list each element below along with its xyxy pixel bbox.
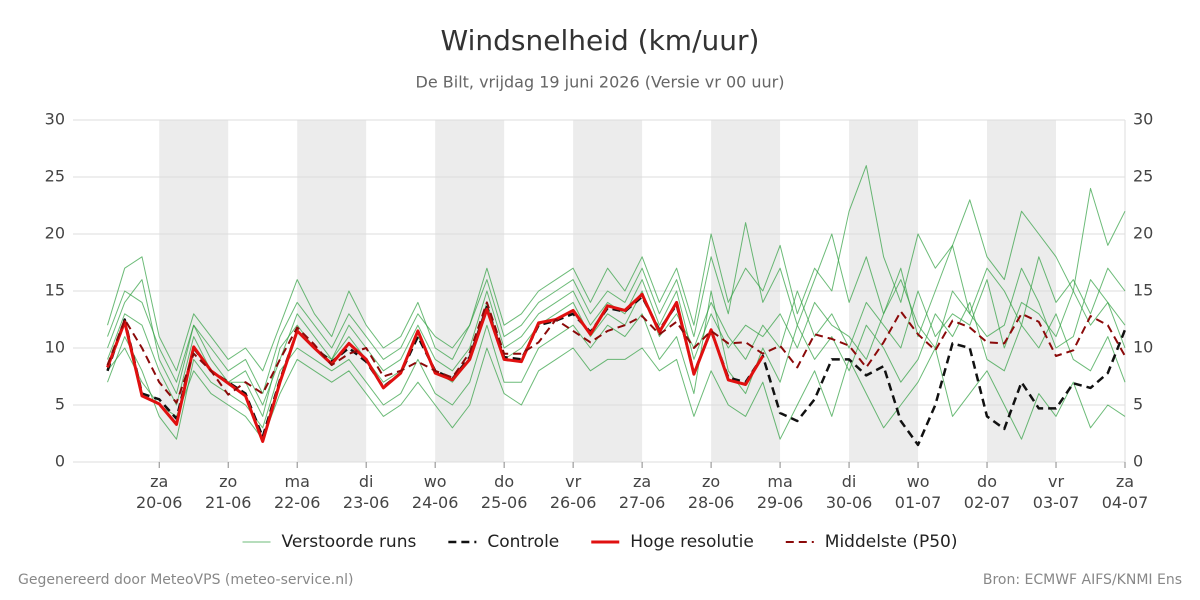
series-line bbox=[106, 301, 1126, 404]
x-tick-label: wo 24-06 bbox=[411, 472, 459, 512]
y2-tick-label: 15 bbox=[1133, 281, 1153, 300]
legend-label: Verstoorde runs bbox=[282, 532, 417, 552]
ensemble-line bbox=[107, 347, 1126, 440]
legend: Verstoorde runs Controle Hoge resolutie Mid… bbox=[242, 532, 958, 552]
y2-tick-label: 10 bbox=[1133, 338, 1153, 357]
legend-label: Middelste (P50) bbox=[825, 532, 958, 552]
x-tick-label: vr 03-07 bbox=[1032, 472, 1080, 512]
x-tick-label: di 23-06 bbox=[342, 472, 390, 512]
x-tick-label: zo 28-06 bbox=[687, 472, 735, 512]
y-tick-label: 30 bbox=[45, 110, 65, 129]
x-tick-label: ma 29-06 bbox=[756, 472, 804, 512]
x-tick-label: vr 26-06 bbox=[549, 472, 597, 512]
y2-tick-label: 0 bbox=[1133, 452, 1143, 471]
y-tick-label: 0 bbox=[55, 452, 65, 471]
x-tick-label: do 02-07 bbox=[963, 472, 1011, 512]
x-tick-label: za 20-06 bbox=[135, 472, 183, 512]
series-line bbox=[106, 292, 765, 443]
series-line bbox=[106, 295, 1127, 447]
legend-label: Hoge resolutie bbox=[630, 532, 754, 552]
y2-tick-label: 30 bbox=[1133, 110, 1153, 129]
legend-label: Controle bbox=[487, 532, 559, 552]
x-tick-label: do 25-06 bbox=[480, 472, 528, 512]
x-tick-label: za 27-06 bbox=[618, 472, 666, 512]
y2-tick-label: 20 bbox=[1133, 224, 1153, 243]
ensemble-line bbox=[107, 222, 1126, 395]
y2-tick-label: 25 bbox=[1133, 167, 1153, 186]
ensemble-line bbox=[107, 279, 1126, 417]
y-tick-label: 5 bbox=[55, 395, 65, 414]
y-tick-label: 10 bbox=[45, 338, 65, 357]
footer-left: Gegenereerd door MeteoVPS (meteo-service… bbox=[18, 572, 353, 588]
x-tick-label: zo 21-06 bbox=[204, 472, 252, 512]
y-tick-label: 20 bbox=[45, 224, 65, 243]
y-tick-label: 15 bbox=[45, 281, 65, 300]
y-tick-label: 25 bbox=[45, 167, 65, 186]
chart-title: Windsnelheid (km/uur) bbox=[441, 24, 760, 57]
chart-subtitle: De Bilt, vrijdag 19 juni 2026 (Versie vr… bbox=[416, 73, 785, 92]
x-tick-label: za 04-07 bbox=[1101, 472, 1149, 512]
x-tick-label: wo 01-07 bbox=[894, 472, 942, 512]
ensemble-line bbox=[107, 165, 1126, 372]
x-tick-label: di 30-06 bbox=[825, 472, 873, 512]
footer-right: Bron: ECMWF AIFS/KNMI Ens bbox=[983, 572, 1182, 588]
y2-tick-label: 5 bbox=[1133, 395, 1143, 414]
x-tick-label: ma 22-06 bbox=[273, 472, 321, 512]
ensemble-line bbox=[107, 290, 1126, 440]
